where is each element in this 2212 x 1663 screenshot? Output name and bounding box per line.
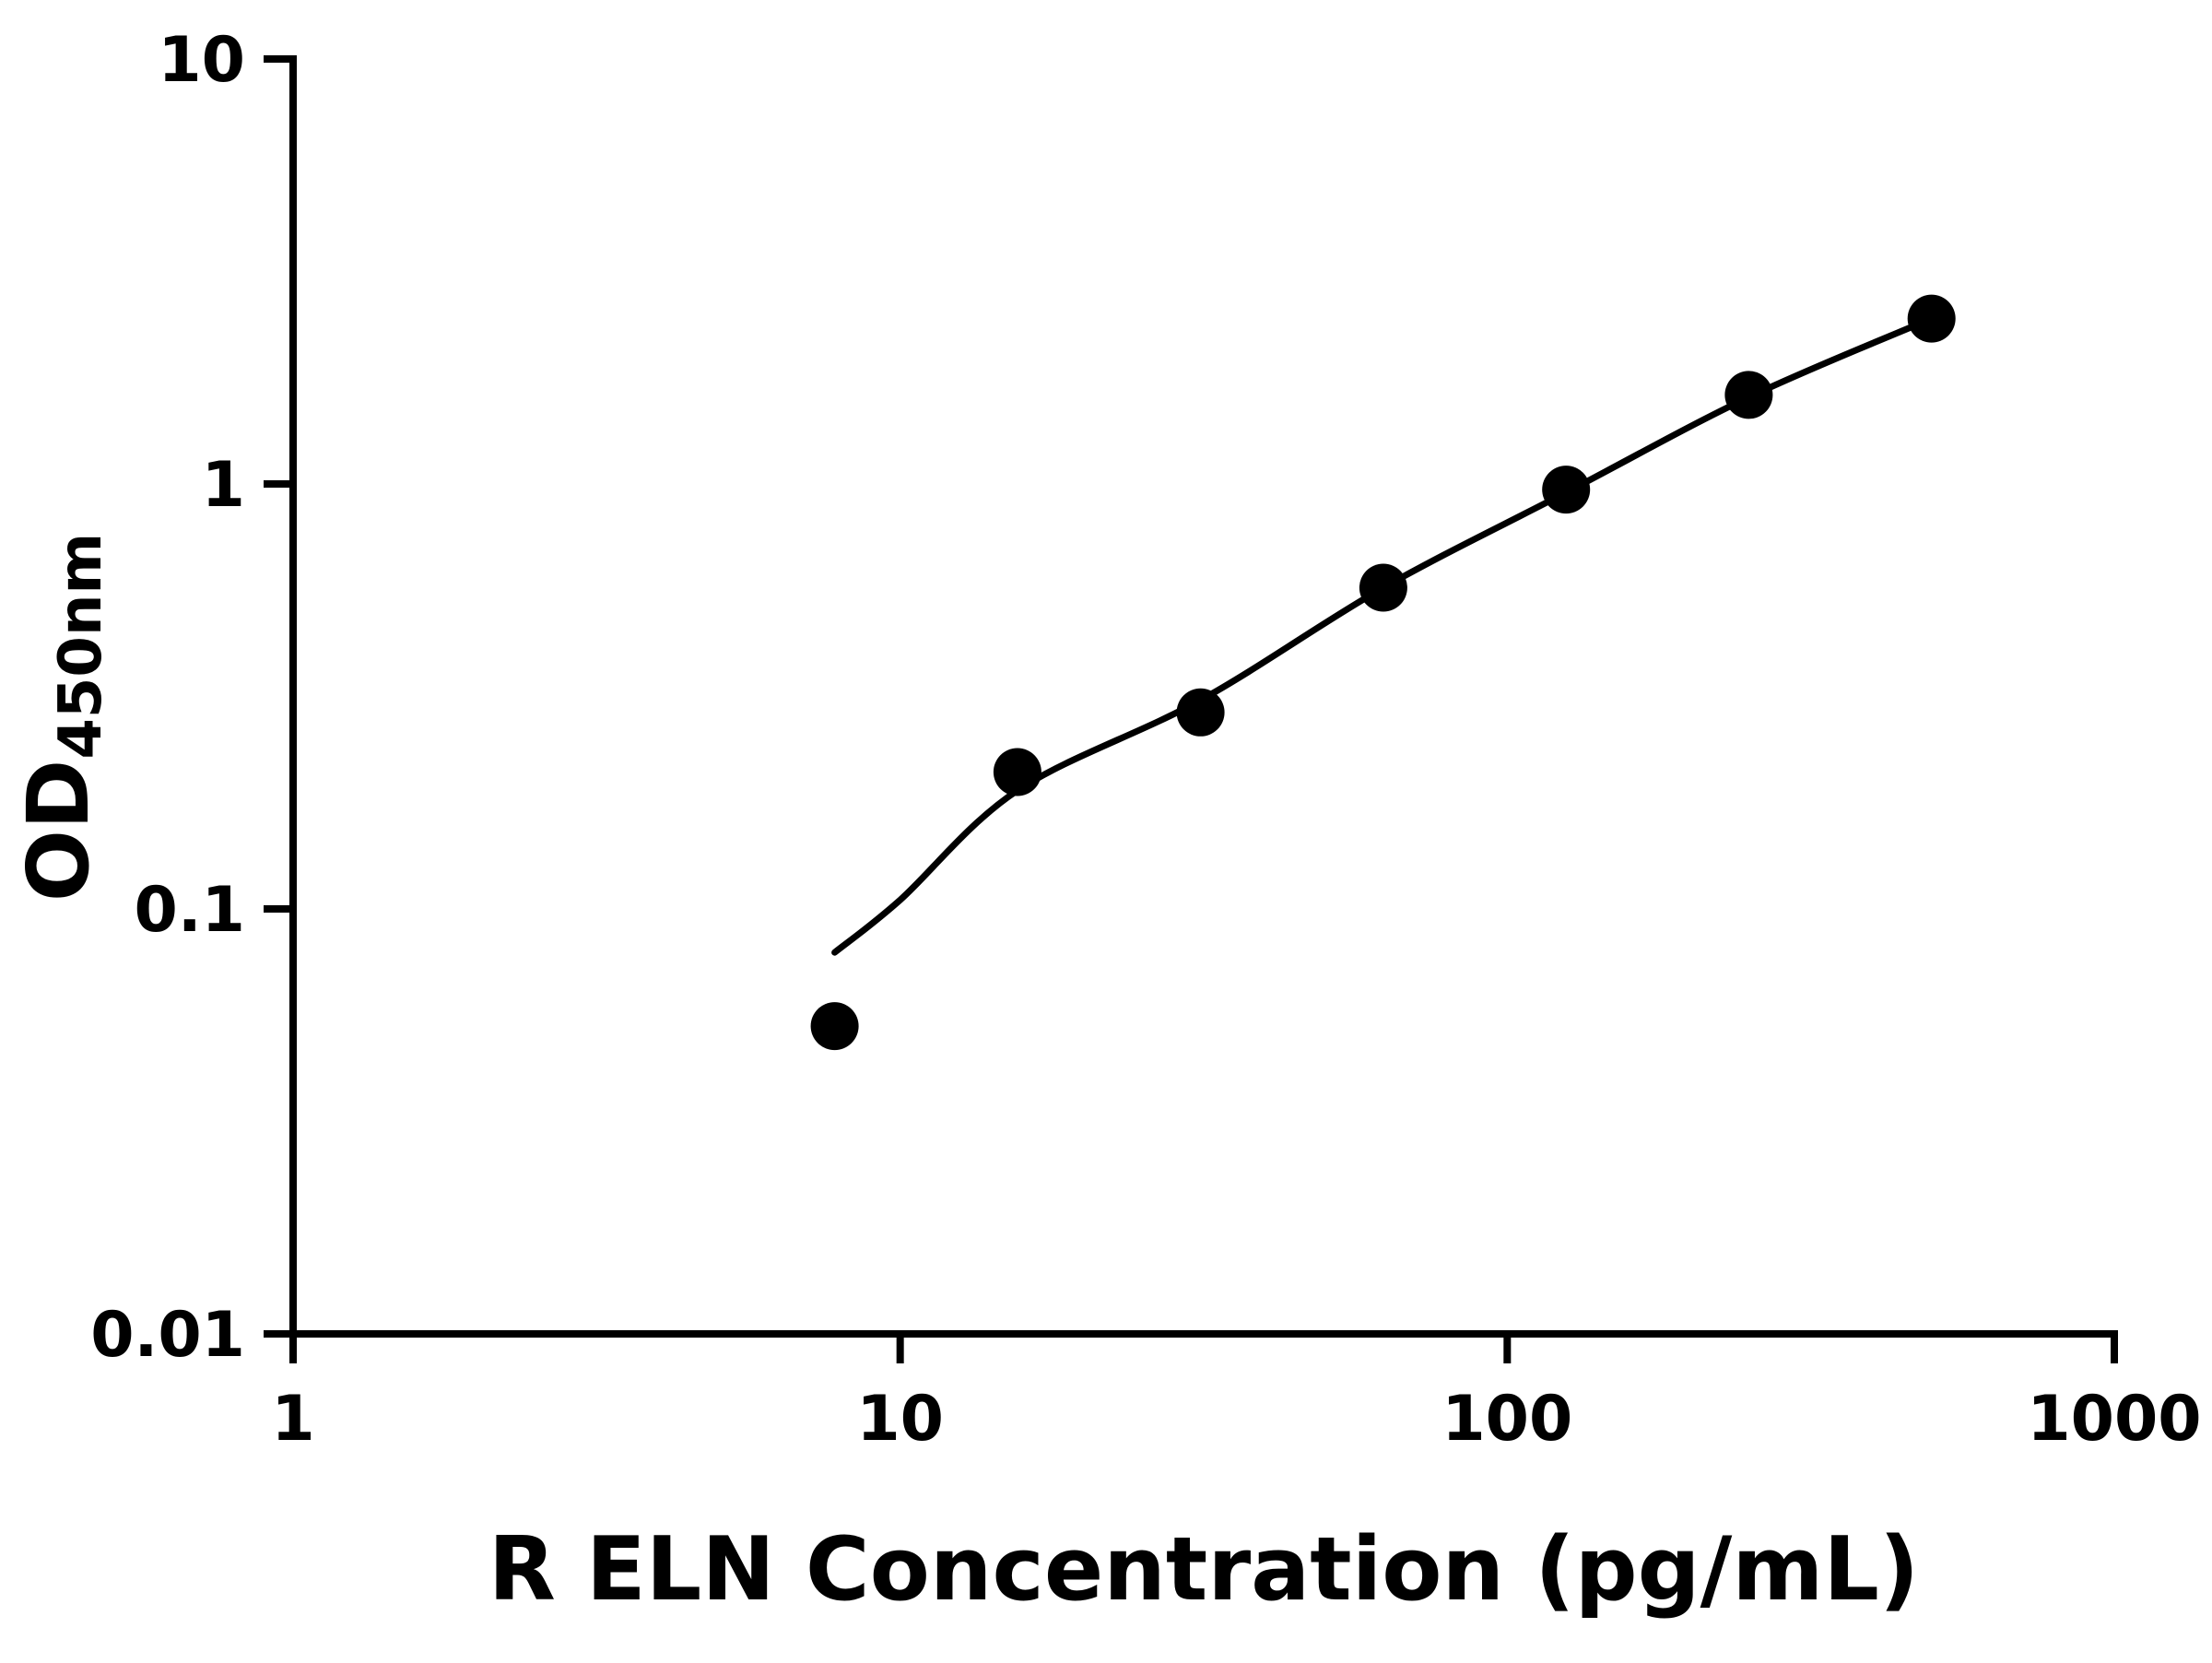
- y-tick-label: 10: [158, 24, 245, 97]
- axes-layer: 1 10 100 1000 0.01 0.1 1 10: [90, 24, 2201, 1456]
- x-axis-title: R ELN Concentration (pg/mL): [488, 1519, 1920, 1621]
- data-point: [993, 748, 1041, 796]
- data-layer: [810, 294, 1956, 1051]
- y-axis-title-main: OD: [9, 760, 108, 902]
- x-tick-label: 10: [856, 1383, 944, 1456]
- y-axis-title: OD450nm: [9, 533, 115, 902]
- y-axis-title-subscript: 450nm: [47, 533, 115, 760]
- data-point: [1542, 466, 1591, 514]
- fit-line: [831, 315, 1936, 956]
- x-tick-label: 1000: [2027, 1383, 2201, 1456]
- y-tick-label: 1: [202, 449, 245, 522]
- data-point: [1359, 563, 1407, 612]
- data-point: [1907, 294, 1956, 343]
- x-tick-label: 1: [271, 1383, 314, 1456]
- y-tick-label: 0.01: [90, 1299, 245, 1372]
- data-point: [1176, 688, 1225, 737]
- x-tick-label: 100: [1441, 1383, 1572, 1456]
- y-tick-label: 0.1: [135, 874, 245, 947]
- data-point: [1724, 371, 1773, 419]
- data-point: [810, 1002, 859, 1051]
